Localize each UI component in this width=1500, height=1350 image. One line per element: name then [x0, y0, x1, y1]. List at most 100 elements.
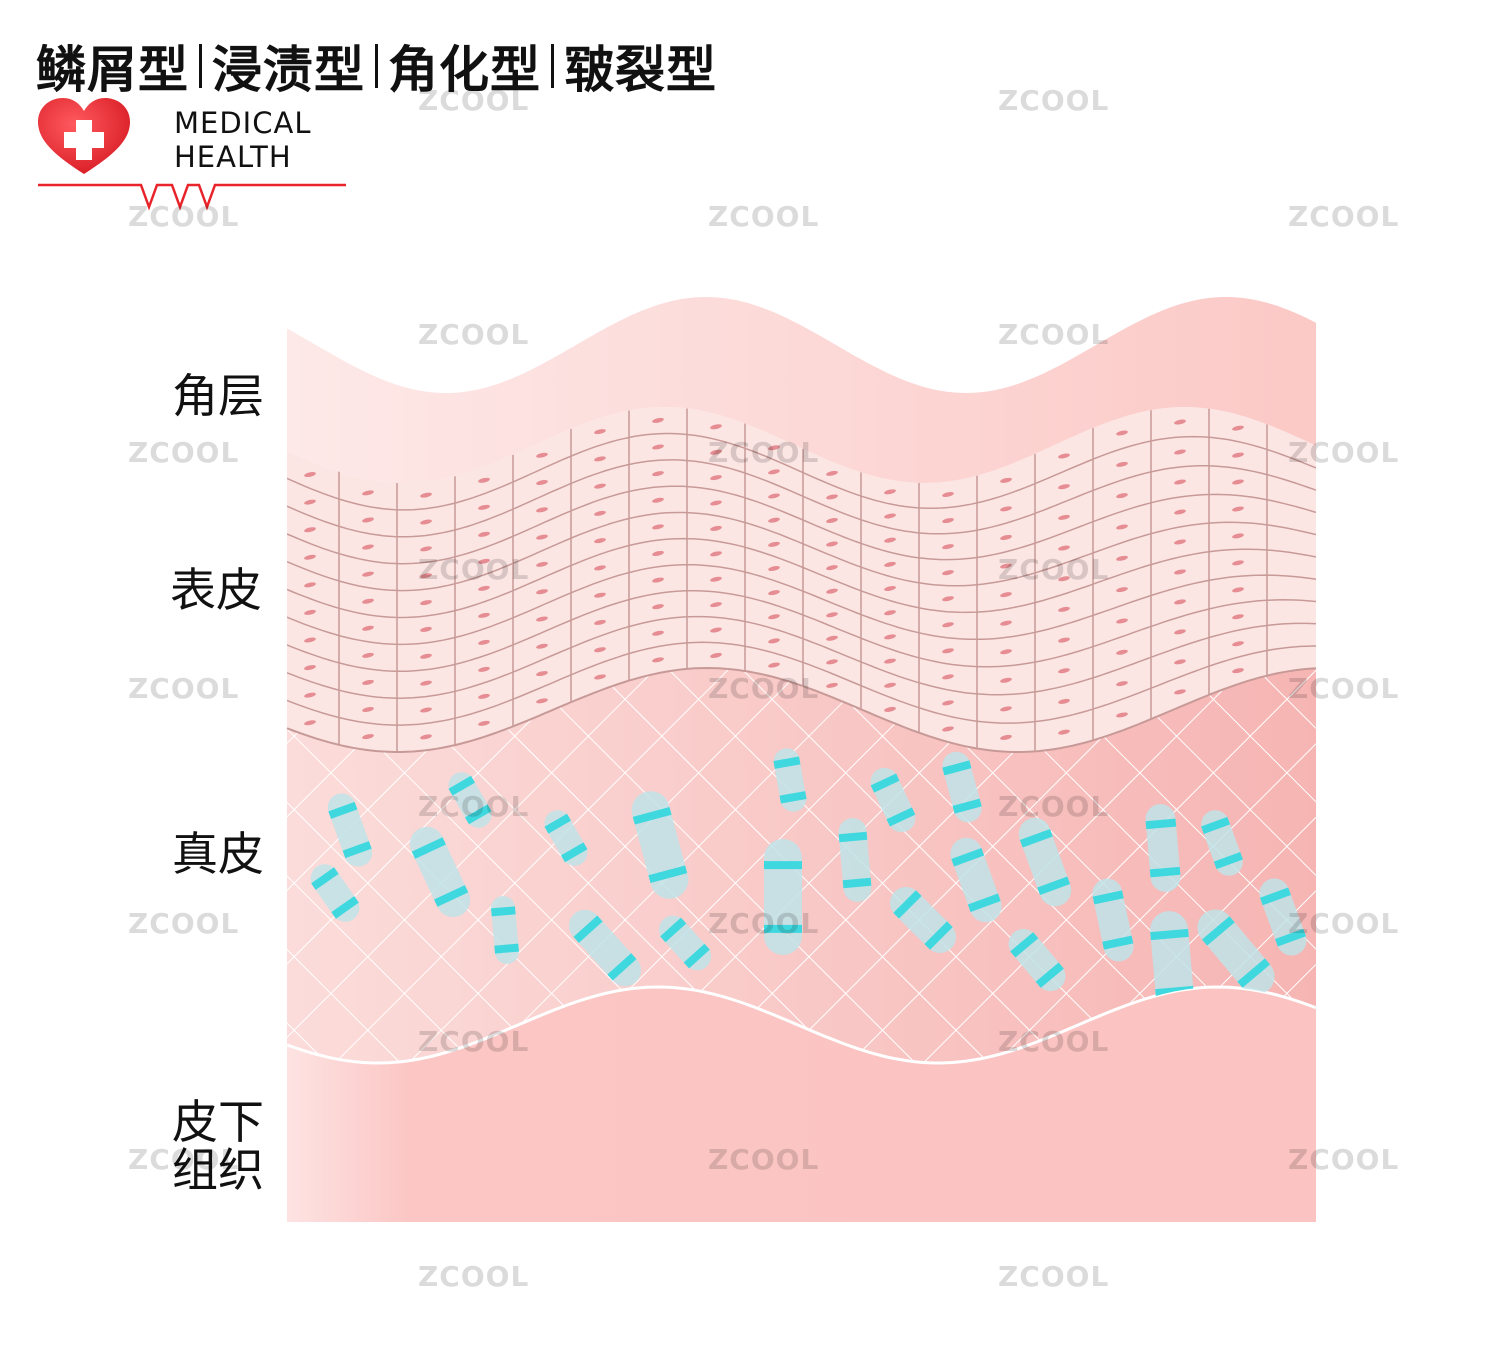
cell-nucleus	[1232, 452, 1244, 458]
heart-cross-icon	[38, 98, 346, 211]
collagen-fiber	[409, 826, 471, 918]
cell-nucleus	[710, 652, 722, 658]
cell-nucleus	[1000, 706, 1012, 712]
cell-nucleus	[304, 665, 316, 671]
cell-nucleus	[942, 492, 954, 498]
cell-nucleus	[1174, 629, 1186, 635]
cell-nucleus	[884, 682, 896, 688]
cell-nucleus	[478, 720, 490, 726]
cell-nucleus	[768, 517, 780, 523]
cell-nucleus	[826, 494, 838, 500]
cell-nucleus	[1232, 479, 1244, 485]
cell-nucleus	[1000, 592, 1012, 598]
cell-nucleus	[1116, 524, 1128, 530]
cell-nucleus	[652, 471, 664, 477]
cell-nucleus	[1058, 484, 1070, 490]
cell-nucleus	[304, 527, 316, 533]
cell-nucleus	[826, 682, 838, 688]
epidermis-layer	[286, 407, 1317, 753]
label-stratum-corneum: 角层	[172, 369, 264, 423]
cell-nucleus	[304, 554, 316, 560]
cell-nucleus	[1000, 506, 1012, 512]
watermark-text: ZCOOL	[1288, 1143, 1400, 1176]
cell-nucleus	[594, 592, 606, 598]
cell-nucleus	[362, 734, 374, 740]
cell-nucleus	[768, 493, 780, 499]
title-divider	[199, 44, 202, 88]
cell-nucleus	[1174, 449, 1186, 455]
cell-nucleus	[826, 541, 838, 547]
cell-nucleus	[652, 417, 664, 423]
cell-nucleus	[536, 507, 548, 513]
cell-nucleus	[594, 483, 606, 489]
cell-nucleus	[420, 680, 432, 686]
cell-nucleus	[420, 707, 432, 713]
collagen-fiber	[950, 837, 1002, 923]
cell-nucleus	[1174, 479, 1186, 485]
cell-nucleus	[1116, 587, 1128, 593]
watermark-text: ZCOOL	[1288, 200, 1400, 233]
cell-nucleus	[304, 692, 316, 698]
cell-nucleus	[594, 429, 606, 435]
cell-nucleus	[942, 518, 954, 524]
collagen-fiber	[1008, 928, 1066, 992]
cell-nucleus	[362, 544, 374, 550]
cell-nucleus	[1116, 712, 1128, 718]
cell-nucleus	[420, 573, 432, 579]
collagen-fiber	[568, 909, 642, 987]
logo-text-health: HEALTH	[174, 140, 292, 174]
cell-nucleus	[942, 622, 954, 628]
watermark-text: ZCOOL	[998, 553, 1110, 586]
cell-nucleus	[1116, 681, 1128, 687]
cell-nucleus	[536, 561, 548, 567]
collagen-fiber	[1092, 878, 1134, 962]
title-divider	[375, 44, 378, 88]
title-part-2: 浸渍型	[212, 41, 365, 99]
cell-nucleus	[652, 444, 664, 450]
cell-nucleus	[1174, 569, 1186, 575]
cell-nucleus	[1000, 677, 1012, 683]
cell-nucleus	[304, 582, 316, 588]
cell-nucleus	[652, 657, 664, 663]
watermark-text: ZCOOL	[418, 553, 530, 586]
cell-nucleus	[652, 577, 664, 583]
cell-nucleus	[478, 693, 490, 699]
cell-nucleus	[942, 674, 954, 680]
cell-nucleus	[652, 550, 664, 556]
cell-nucleus	[536, 643, 548, 649]
watermark-text: ZCOOL	[708, 672, 820, 705]
cell-nucleus	[652, 497, 664, 503]
cell-nucleus	[362, 679, 374, 685]
cell-nucleus	[1116, 649, 1128, 655]
cell-nucleus	[884, 586, 896, 592]
watermark-text: ZCOOL	[708, 907, 820, 940]
cell-nucleus	[768, 662, 780, 668]
collagen-fiber	[764, 839, 802, 955]
cell-nucleus	[1000, 534, 1012, 540]
cell-nucleus	[1000, 649, 1012, 655]
cell-nucleus	[884, 513, 896, 519]
cell-nucleus	[710, 576, 722, 582]
cell-nucleus	[1116, 493, 1128, 499]
collagen-fiber	[1145, 804, 1181, 892]
collagen-fiber	[870, 767, 916, 833]
cell-nucleus	[478, 504, 490, 510]
cell-nucleus	[710, 602, 722, 608]
cell-nucleus	[594, 647, 606, 653]
cell-nucleus	[1174, 599, 1186, 605]
cell-nucleus	[420, 519, 432, 525]
cell-nucleus	[536, 671, 548, 677]
cell-nucleus	[1232, 614, 1244, 620]
cell-nucleus	[826, 612, 838, 618]
cell-nucleus	[1232, 560, 1244, 566]
collagen-fiber	[890, 887, 956, 953]
title-part-1: 鳞屑型	[36, 41, 189, 99]
cell-nucleus	[768, 469, 780, 475]
cell-nucleus	[536, 452, 548, 458]
cell-nucleus	[1058, 576, 1070, 582]
cell-nucleus	[478, 477, 490, 483]
cell-nucleus	[536, 534, 548, 540]
watermark-text: ZCOOL	[128, 200, 240, 233]
page-title: 鳞屑型 浸渍型 角化型 皲裂型	[36, 30, 717, 102]
collagen-fiber	[773, 748, 807, 812]
